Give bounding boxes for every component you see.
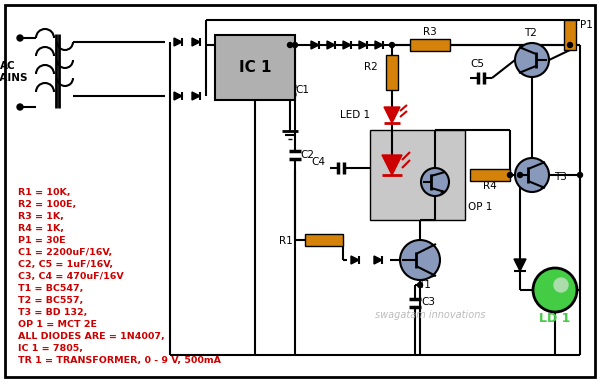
- Text: T2 = BC557,: T2 = BC557,: [18, 296, 83, 305]
- Text: C5: C5: [470, 59, 484, 69]
- Text: C4: C4: [311, 157, 325, 167]
- Polygon shape: [351, 256, 359, 264]
- Text: R3 = 1K,: R3 = 1K,: [18, 212, 64, 221]
- Text: T3: T3: [554, 172, 567, 182]
- Text: AC
MAINS: AC MAINS: [0, 61, 27, 83]
- Text: T2: T2: [524, 28, 536, 38]
- Polygon shape: [514, 259, 526, 271]
- Text: R2: R2: [364, 62, 378, 72]
- Text: C2, C5 = 1uF/16V,: C2, C5 = 1uF/16V,: [18, 260, 113, 269]
- Bar: [410, 39, 450, 51]
- Polygon shape: [440, 190, 445, 194]
- Text: ALL DIODES ARE = 1N4007,: ALL DIODES ARE = 1N4007,: [18, 332, 165, 341]
- Circle shape: [389, 42, 395, 47]
- Polygon shape: [174, 38, 182, 46]
- Circle shape: [554, 278, 568, 292]
- Text: R1: R1: [279, 236, 293, 246]
- Circle shape: [515, 158, 549, 192]
- Polygon shape: [192, 92, 200, 100]
- Text: T1 = BC547,: T1 = BC547,: [18, 284, 83, 293]
- Text: C1 = 2200uF/16V,: C1 = 2200uF/16V,: [18, 248, 112, 257]
- Bar: [564, 20, 576, 50]
- Circle shape: [293, 42, 298, 47]
- Text: OP 1 = MCT 2E: OP 1 = MCT 2E: [18, 320, 97, 329]
- Circle shape: [287, 42, 293, 47]
- Text: P1: P1: [580, 20, 593, 30]
- Text: R4: R4: [483, 181, 497, 191]
- Circle shape: [17, 35, 23, 41]
- Polygon shape: [192, 38, 200, 46]
- Polygon shape: [382, 155, 402, 175]
- Polygon shape: [384, 107, 400, 123]
- Circle shape: [568, 42, 572, 47]
- Text: R1 = 10K,: R1 = 10K,: [18, 188, 71, 197]
- Bar: [305, 234, 343, 246]
- Polygon shape: [540, 186, 545, 190]
- Circle shape: [17, 104, 23, 110]
- Text: C2: C2: [300, 150, 314, 160]
- Polygon shape: [359, 41, 367, 49]
- Text: R4 = 1K,: R4 = 1K,: [18, 224, 64, 233]
- Text: OP 1: OP 1: [468, 202, 493, 212]
- Polygon shape: [431, 274, 436, 278]
- Polygon shape: [519, 45, 524, 49]
- Polygon shape: [343, 41, 351, 49]
- Text: T1: T1: [419, 280, 431, 290]
- Text: C3, C4 = 470uF/16V: C3, C4 = 470uF/16V: [18, 272, 124, 281]
- Circle shape: [508, 173, 512, 178]
- Circle shape: [533, 268, 577, 312]
- Circle shape: [400, 240, 440, 280]
- Text: LD 1: LD 1: [539, 312, 571, 325]
- Polygon shape: [374, 256, 382, 264]
- Text: P1 = 30E: P1 = 30E: [18, 236, 65, 245]
- Text: C1: C1: [295, 85, 309, 95]
- Text: R3: R3: [423, 27, 437, 37]
- Text: LED 1: LED 1: [340, 110, 370, 120]
- Text: T3 = BD 132,: T3 = BD 132,: [18, 308, 88, 317]
- Bar: [386, 55, 398, 90]
- Text: TR 1 = TRANSFORMER, 0 - 9 V, 500mA: TR 1 = TRANSFORMER, 0 - 9 V, 500mA: [18, 356, 221, 365]
- Polygon shape: [311, 41, 319, 49]
- Polygon shape: [174, 92, 182, 100]
- Polygon shape: [375, 41, 383, 49]
- Text: R2 = 100E,: R2 = 100E,: [18, 200, 76, 209]
- Text: IC 1 = 7805,: IC 1 = 7805,: [18, 344, 83, 353]
- Polygon shape: [327, 41, 335, 49]
- Bar: [215, 35, 295, 100]
- Bar: [370, 130, 465, 220]
- Circle shape: [421, 168, 449, 196]
- Bar: [470, 169, 510, 181]
- Text: swagatam innovations: swagatam innovations: [375, 310, 485, 320]
- Text: IC 1: IC 1: [239, 60, 271, 75]
- Text: C3: C3: [421, 297, 435, 307]
- Circle shape: [517, 173, 523, 178]
- Circle shape: [418, 283, 422, 288]
- Circle shape: [577, 173, 583, 178]
- Circle shape: [515, 43, 549, 77]
